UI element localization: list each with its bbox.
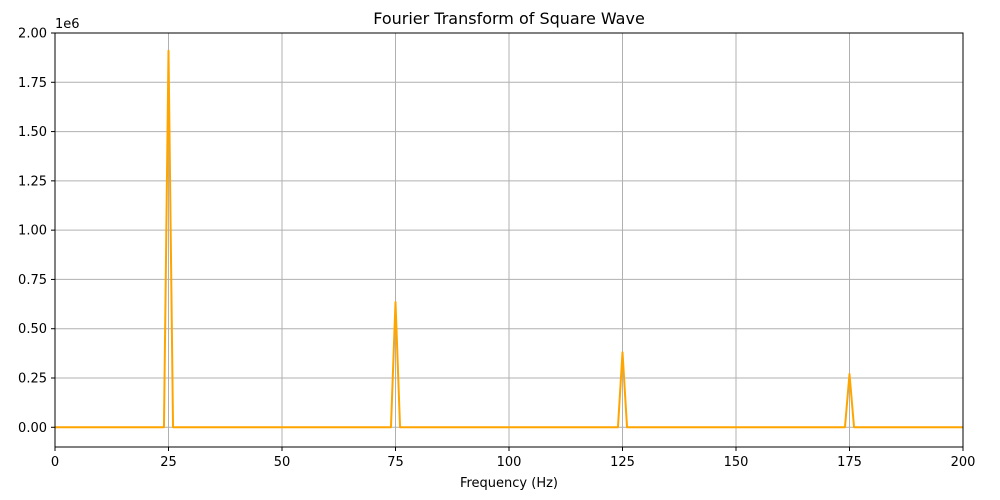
- x-tick-label: 25: [160, 455, 177, 470]
- y-tick-label: 2.00: [18, 27, 47, 42]
- x-tick-label: 150: [724, 455, 749, 470]
- x-tick-label: 100: [497, 455, 522, 470]
- x-tick-label: 175: [837, 455, 862, 470]
- y-tick-label: 1.50: [18, 125, 47, 140]
- x-tick-label: 75: [387, 455, 404, 470]
- x-tick-label: 0: [51, 455, 59, 470]
- y-tick-label: 1.75: [18, 76, 47, 91]
- grid-layer: [54, 32, 964, 447]
- y-tick-label: 0.75: [18, 273, 47, 288]
- x-tick-label: 125: [610, 455, 635, 470]
- x-ticks-layer: 0 25 50 75 100 125 150 175 200: [51, 447, 976, 470]
- y-tick-label: 0.50: [18, 322, 47, 337]
- chart-title: Fourier Transform of Square Wave: [373, 9, 645, 28]
- x-tick-label: 50: [274, 455, 291, 470]
- y-tick-label: 1.25: [18, 174, 47, 189]
- x-axis-label: Frequency (Hz): [460, 476, 558, 491]
- series-layer: [55, 49, 963, 429]
- y-tick-label: 0.25: [18, 372, 47, 387]
- series-line: [55, 49, 963, 429]
- y-tick-label: 0.00: [18, 421, 47, 436]
- x-tick-label: 200: [951, 455, 976, 470]
- y-ticks-layer: 0.00 0.25 0.50 0.75 1.00 1.25 1.50 1.75 2.00: [18, 27, 55, 436]
- y-axis-offset-label: 1e6: [55, 17, 80, 32]
- y-tick-label: 1.00: [18, 224, 47, 239]
